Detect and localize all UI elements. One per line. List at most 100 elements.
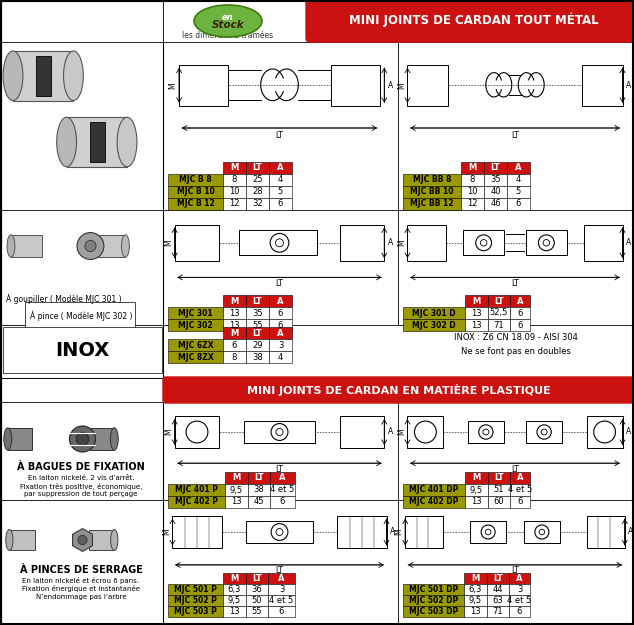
Circle shape	[543, 239, 550, 246]
Bar	[225, 472, 248, 484]
Bar	[510, 472, 530, 484]
Circle shape	[535, 525, 549, 539]
Text: 50: 50	[252, 596, 262, 605]
Bar	[223, 186, 246, 198]
Text: par suppression de tout perçage: par suppression de tout perçage	[24, 491, 138, 497]
Circle shape	[276, 239, 283, 247]
Circle shape	[538, 235, 554, 251]
Circle shape	[479, 425, 493, 439]
Bar	[246, 521, 313, 543]
Bar	[67, 118, 127, 167]
Circle shape	[270, 234, 289, 252]
Text: LT: LT	[276, 566, 283, 576]
Bar	[172, 516, 221, 548]
Text: MINI JOINTS DE CARDAN EN MATIÈRE PLASTIQUE: MINI JOINTS DE CARDAN EN MATIÈRE PLASTIQ…	[247, 384, 550, 396]
Text: En laiton nickelé et écrou 6 pans.: En laiton nickelé et écrou 6 pans.	[22, 578, 139, 584]
Bar	[484, 162, 507, 174]
Bar	[526, 421, 562, 443]
Text: M: M	[471, 574, 480, 583]
Bar	[488, 484, 510, 496]
FancyBboxPatch shape	[163, 377, 634, 403]
Bar	[487, 606, 509, 617]
Bar	[168, 584, 223, 595]
Bar	[225, 484, 248, 496]
Bar	[13, 51, 74, 101]
Bar	[223, 584, 246, 595]
Bar	[507, 162, 530, 174]
Bar	[168, 484, 225, 496]
Bar	[465, 307, 488, 319]
Bar	[269, 327, 292, 339]
Text: les dimensions tramées: les dimensions tramées	[183, 31, 273, 41]
Text: Fixation très positive, économique,: Fixation très positive, économique,	[20, 482, 142, 489]
Text: 5: 5	[516, 188, 521, 196]
Text: À goupiller ( Modèle MJC 301 ): À goupiller ( Modèle MJC 301 )	[6, 293, 122, 304]
Text: 4: 4	[516, 176, 521, 184]
Ellipse shape	[194, 5, 262, 37]
Bar	[509, 584, 530, 595]
Text: LT: LT	[252, 164, 262, 172]
Text: 9,5: 9,5	[469, 596, 482, 605]
Text: 10: 10	[467, 188, 478, 196]
Text: M: M	[472, 296, 481, 306]
Bar	[168, 595, 223, 606]
Bar	[464, 595, 487, 606]
Bar	[168, 307, 223, 319]
Text: A: A	[626, 428, 631, 436]
Text: 13: 13	[471, 498, 482, 506]
Bar	[488, 295, 510, 307]
Text: LT: LT	[511, 279, 519, 288]
Bar	[223, 339, 246, 351]
Ellipse shape	[117, 118, 137, 167]
Bar	[269, 295, 292, 307]
Text: A: A	[278, 574, 285, 583]
Bar	[223, 606, 246, 617]
Text: A: A	[277, 296, 284, 306]
Text: 13: 13	[471, 321, 482, 329]
Circle shape	[481, 239, 487, 246]
Bar	[246, 186, 269, 198]
Bar	[223, 573, 246, 584]
FancyBboxPatch shape	[306, 0, 634, 42]
Text: A: A	[515, 164, 522, 172]
Text: LT: LT	[511, 566, 519, 576]
Text: 6: 6	[517, 498, 522, 506]
Ellipse shape	[63, 51, 83, 101]
Bar	[8, 428, 32, 450]
Text: A: A	[626, 238, 631, 248]
Text: 40: 40	[490, 188, 501, 196]
Text: 35: 35	[490, 176, 501, 184]
Text: 12: 12	[467, 199, 478, 209]
Bar	[461, 162, 484, 174]
Bar	[488, 496, 510, 508]
Text: 3: 3	[278, 341, 283, 349]
Text: 6: 6	[278, 309, 283, 318]
Bar	[268, 606, 295, 617]
Circle shape	[483, 429, 489, 435]
Bar	[270, 496, 295, 508]
Bar	[168, 174, 223, 186]
Text: 12: 12	[230, 199, 240, 209]
Text: 29: 29	[252, 341, 262, 349]
Bar	[248, 496, 270, 508]
Bar	[487, 584, 509, 595]
Bar	[465, 484, 488, 496]
Bar	[268, 573, 295, 584]
Text: 13: 13	[231, 498, 242, 506]
Circle shape	[70, 426, 96, 452]
Bar	[175, 416, 219, 447]
Bar	[223, 595, 246, 606]
Bar	[510, 319, 530, 331]
Bar	[246, 573, 268, 584]
Circle shape	[78, 536, 87, 544]
Bar	[507, 174, 530, 186]
Bar	[405, 516, 443, 548]
Text: 8: 8	[232, 352, 237, 361]
Bar	[168, 496, 225, 508]
Text: 9,5: 9,5	[230, 486, 243, 494]
Text: 4 et 5: 4 et 5	[507, 596, 532, 605]
Text: A: A	[279, 474, 286, 482]
Bar	[461, 198, 484, 210]
Ellipse shape	[122, 235, 129, 258]
Circle shape	[76, 432, 89, 445]
